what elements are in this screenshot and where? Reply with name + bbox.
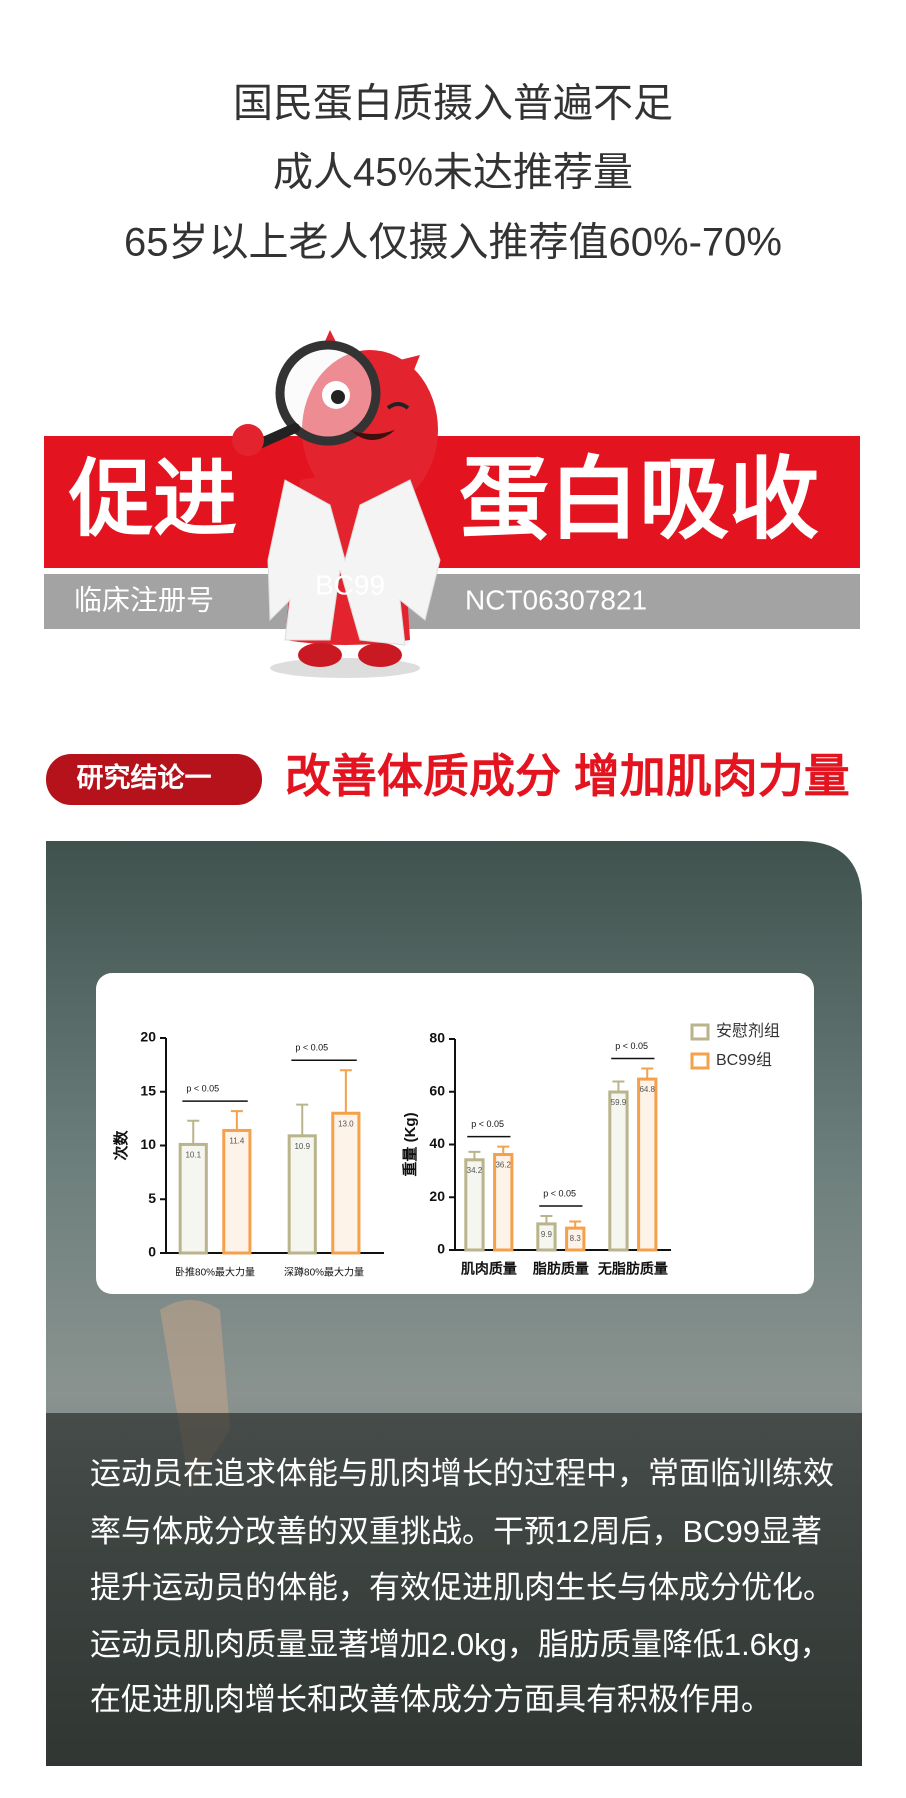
- error-bar: [540, 1214, 553, 1224]
- value-label: 64.8: [639, 1085, 655, 1094]
- body-text: 运动员在追求体能与肌肉增长的过程中，常面临训练效 率与体成分改善的双重挑战。干预…: [90, 1456, 834, 1717]
- error-bar: [569, 1220, 582, 1229]
- header-line: 国民蛋白质摄入普遍不足: [233, 82, 673, 126]
- y-tick-label: 60: [429, 1082, 445, 1098]
- y-tick-label: 40: [429, 1135, 445, 1151]
- error-bar: [468, 1150, 481, 1160]
- legend-swatch: [690, 1052, 710, 1070]
- banner: [44, 436, 860, 568]
- error-bar: [187, 1119, 200, 1145]
- body-line: 率与体成分改善的双重挑战。干预12周后，BC99显著: [90, 1514, 822, 1549]
- x-tick-label: 深蹲80%最大力量: [284, 1266, 364, 1279]
- y-tick-label: 0: [148, 1244, 156, 1260]
- bar: [331, 1111, 361, 1255]
- header: 国民蛋白质摄入普遍不足 成人45%未达推荐量 65岁以上老人仅摄入推荐值60%-…: [124, 82, 782, 265]
- legend-label: BC99组: [716, 1051, 772, 1069]
- value-label: 10.9: [294, 1142, 310, 1151]
- bar: [637, 1077, 658, 1252]
- body-line: 提升运动员的体能，有效促进肌肉生长与体成分优化。: [90, 1570, 834, 1605]
- significance-label: p < 0.05: [471, 1119, 504, 1129]
- error-bar: [497, 1145, 510, 1155]
- y-axis-label: 次数: [112, 1130, 130, 1161]
- mascot: BC99: [232, 330, 441, 678]
- value-label: 59.9: [611, 1098, 627, 1107]
- significance-label: p < 0.05: [543, 1188, 576, 1198]
- section-headline: 改善体质成分 增加肌肉力量: [285, 750, 850, 802]
- banner-right: 蛋白吸收: [459, 450, 819, 550]
- bar: [222, 1128, 252, 1255]
- body-line: 运动员在追求体能与肌肉增长的过程中，常面临训练效: [90, 1456, 834, 1491]
- y-tick-label: 20: [429, 1188, 445, 1204]
- value-label: 8.3: [570, 1234, 582, 1243]
- y-tick-label: 5: [148, 1190, 156, 1206]
- body-line: 运动员肌肉质量显著增加2.0kg，脂肪质量降低1.6kg，: [90, 1627, 831, 1662]
- value-label: 13.0: [338, 1119, 354, 1128]
- error-bar: [296, 1103, 309, 1136]
- significance-label: p < 0.05: [295, 1043, 328, 1053]
- value-label: 9.9: [541, 1230, 553, 1239]
- section-tag-bg: [46, 754, 262, 805]
- y-tick-label: 10: [140, 1136, 156, 1152]
- bar: [287, 1134, 317, 1255]
- significance-label: p < 0.05: [615, 1041, 648, 1051]
- error-bar: [339, 1069, 352, 1114]
- error-bar: [612, 1080, 625, 1093]
- y-tick-label: 80: [429, 1030, 445, 1046]
- value-label: 10.1: [185, 1151, 201, 1160]
- banner-left: 促进: [68, 452, 237, 546]
- y-axis-label: 重量 (Kg): [401, 1112, 419, 1176]
- bar: [608, 1090, 629, 1252]
- x-tick-label: 卧推80%最大力量: [175, 1266, 255, 1279]
- x-tick-label: 肌肉质量: [461, 1261, 517, 1277]
- mascot-label: BC99: [315, 569, 385, 600]
- registry-label: 临床注册号: [74, 584, 214, 615]
- registry-number: NCT06307821: [465, 584, 647, 615]
- x-tick-label: 脂肪质量: [532, 1261, 589, 1277]
- header-line: 成人45%未达推荐量: [273, 151, 633, 195]
- y-tick-label: 20: [140, 1029, 156, 1045]
- section-tag: 研究结论一: [77, 762, 212, 793]
- legend-label: 安慰剂组: [716, 1022, 780, 1040]
- significance-label: p < 0.05: [186, 1083, 219, 1093]
- y-tick-label: 15: [140, 1082, 156, 1098]
- x-tick-label: 无脂肪质量: [597, 1261, 668, 1277]
- bar: [178, 1142, 208, 1255]
- y-tick-label: 0: [437, 1241, 445, 1257]
- error-bar: [230, 1110, 243, 1131]
- header-line: 65岁以上老人仅摄入推荐值60%-70%: [124, 221, 782, 265]
- text-overlay: [46, 1413, 862, 1766]
- value-label: 11.4: [229, 1137, 245, 1146]
- body-line: 在促进肌肉增长和改善体成分方面具有积极作用。: [90, 1682, 772, 1717]
- registry-bar: [44, 574, 860, 629]
- error-bar: [641, 1067, 654, 1080]
- legend-swatch: [690, 1023, 710, 1041]
- value-label: 34.2: [467, 1166, 483, 1175]
- value-label: 36.2: [495, 1161, 511, 1170]
